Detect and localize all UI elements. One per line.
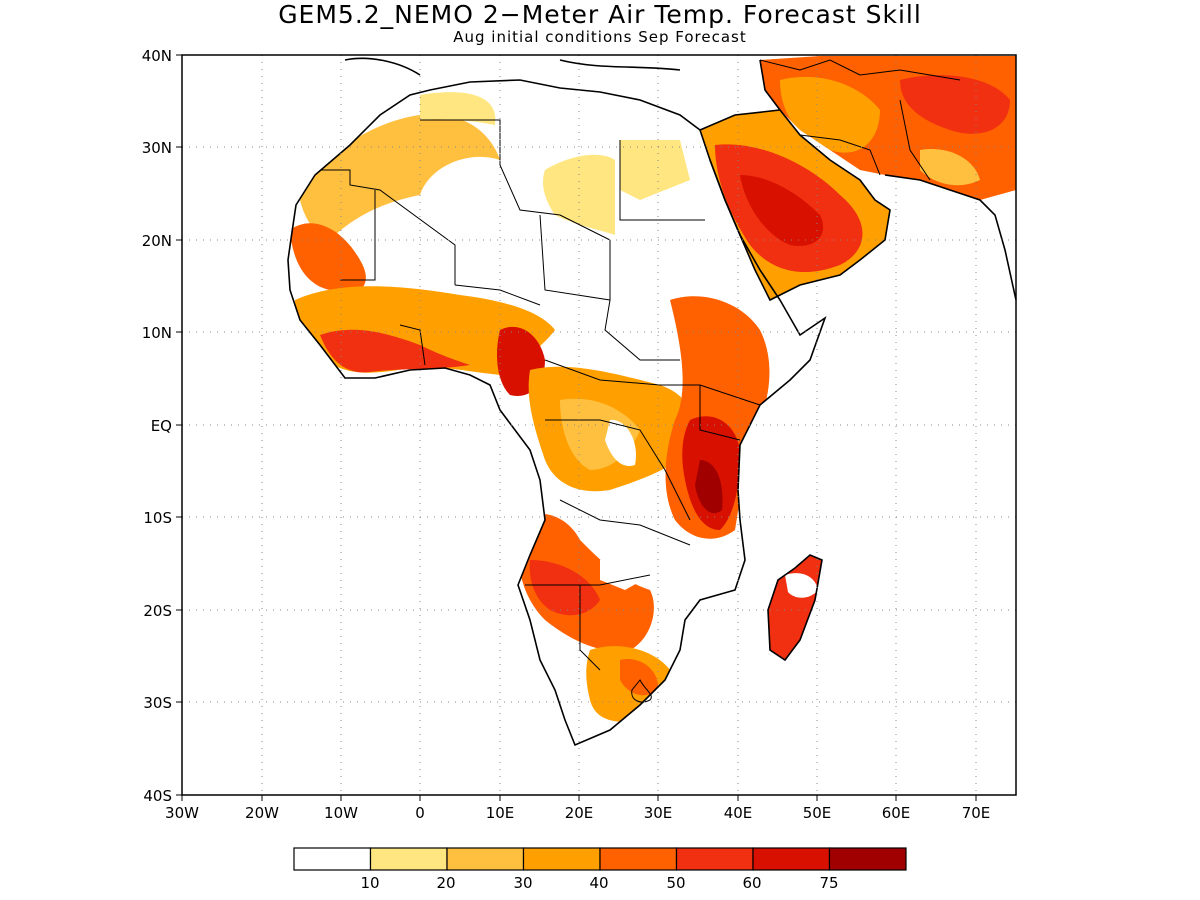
colorbar-label: 20 xyxy=(436,874,455,892)
lon-label: 70E xyxy=(962,804,991,822)
lat-label: 30N xyxy=(142,139,172,157)
colorbar-swatch xyxy=(675,847,754,871)
colorbar: 10 20 30 40 50 60 75 xyxy=(293,847,907,892)
lat-label: 10S xyxy=(143,509,172,527)
colorbar-swatch xyxy=(293,847,372,871)
lat-label: 10N xyxy=(142,324,172,342)
colorbar-swatch xyxy=(752,847,831,871)
lat-label: EQ xyxy=(151,417,172,435)
lon-label: 50E xyxy=(803,804,832,822)
colorbar-swatch xyxy=(599,847,678,871)
gridlines xyxy=(182,55,1016,795)
lon-label: 30E xyxy=(644,804,673,822)
lon-label: 30W xyxy=(165,804,199,822)
colorbar-label: 40 xyxy=(589,874,608,892)
axis-ticks xyxy=(176,54,977,801)
colorbar-swatch xyxy=(446,847,525,871)
colorbar-swatch xyxy=(522,847,601,871)
lat-label: 20N xyxy=(142,232,172,250)
colorbar-swatch xyxy=(828,847,907,871)
longitude-labels: 30W 20W 10W 0 10E 20E 30E 40E 50E 60E 70… xyxy=(165,804,990,822)
coastlines xyxy=(287,57,1017,747)
lat-label: 40S xyxy=(143,787,172,805)
colorbar-label: 30 xyxy=(513,874,532,892)
lon-label: 10W xyxy=(324,804,358,822)
colorbar-label: 10 xyxy=(360,874,379,892)
colorbar-swatch xyxy=(369,847,448,871)
lon-label: 10E xyxy=(486,804,515,822)
lat-label: 30S xyxy=(143,694,172,712)
lon-label: 20W xyxy=(245,804,279,822)
chart-title: GEM5.2_NEMO 2−Meter Air Temp. Forecast S… xyxy=(278,0,922,29)
country-borders xyxy=(320,59,961,703)
lon-label: 60E xyxy=(882,804,911,822)
colorbar-label: 60 xyxy=(742,874,761,892)
colorbar-label: 50 xyxy=(666,874,685,892)
latitude-labels: 40N 30N 20N 10N EQ 10S 20S 30S 40S xyxy=(142,47,172,805)
lat-label: 20S xyxy=(143,602,172,620)
lat-label: 40N xyxy=(142,47,172,65)
chart-subtitle: Aug initial conditions Sep Forecast xyxy=(453,28,747,46)
colorbar-labels: 10 20 30 40 50 60 75 xyxy=(360,874,838,892)
lon-label: 20E xyxy=(565,804,594,822)
colorbar-label: 75 xyxy=(819,874,838,892)
lon-label: 0 xyxy=(415,804,425,822)
lon-label: 40E xyxy=(724,804,753,822)
